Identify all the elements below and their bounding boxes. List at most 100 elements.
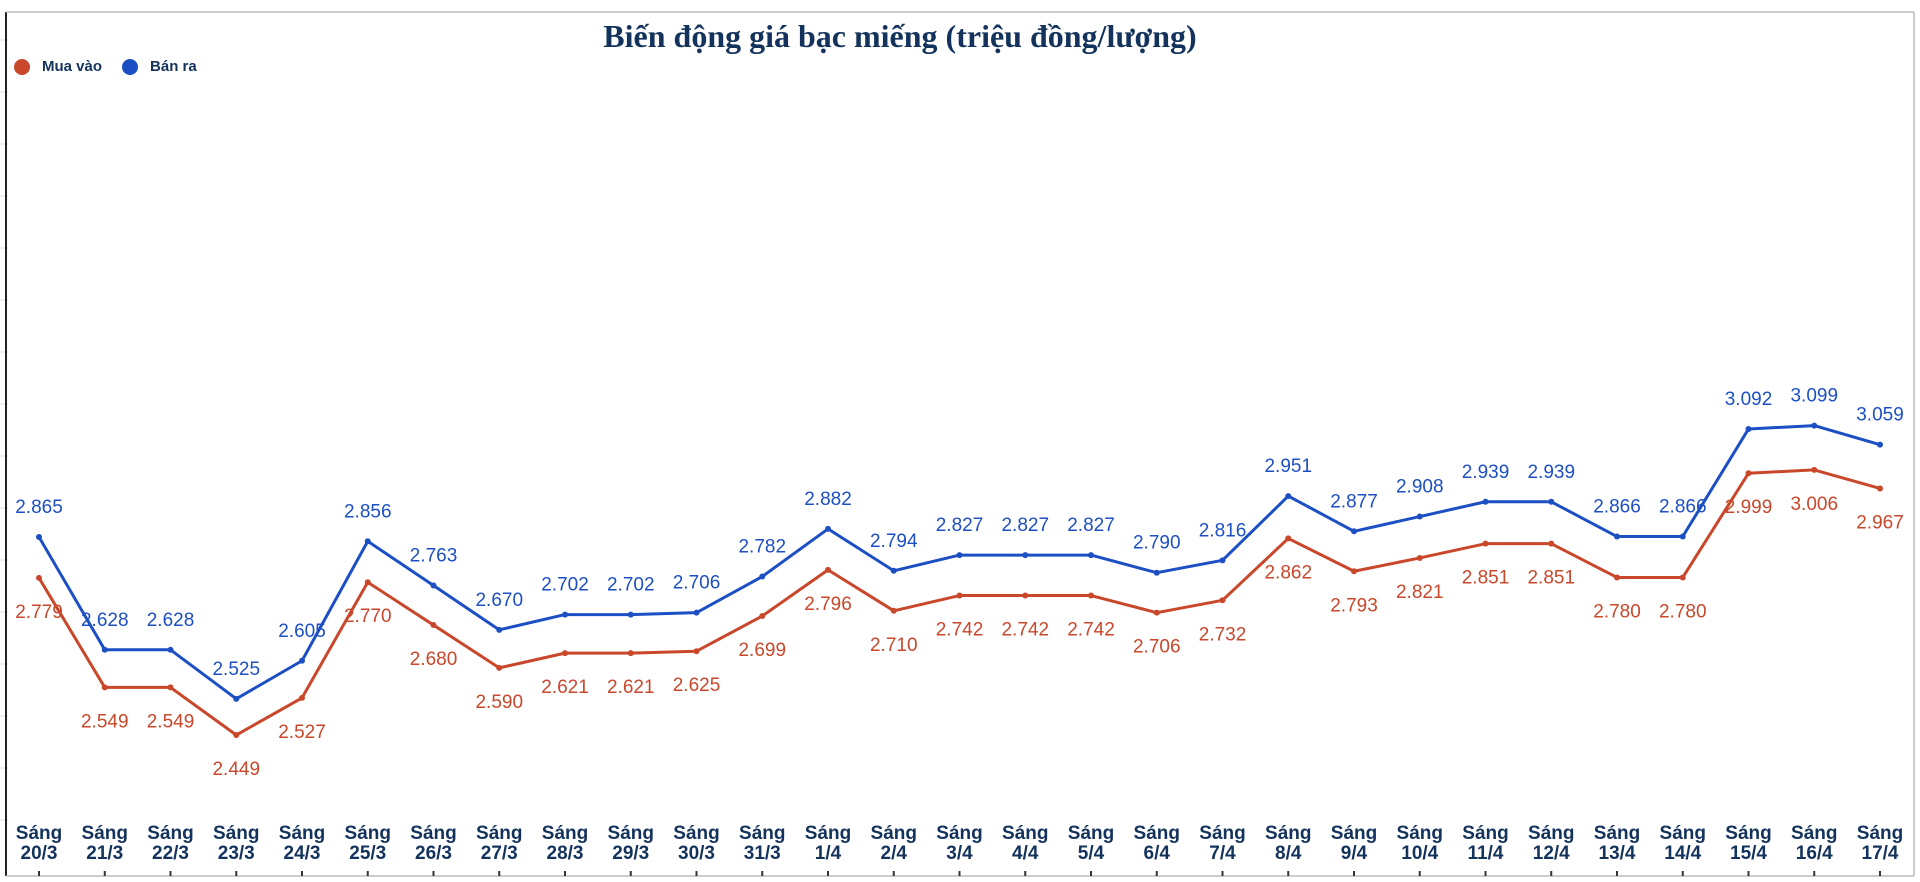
x-tick-label: Sáng	[1857, 823, 1903, 844]
x-tick-label: Sáng	[1528, 823, 1574, 844]
data-point	[36, 574, 42, 581]
data-label: 2.742	[936, 620, 984, 641]
x-tick-label: Sáng	[1397, 823, 1443, 844]
x-tick-label: 17/4	[1862, 843, 1899, 864]
data-point	[1877, 485, 1883, 492]
data-point	[627, 650, 634, 657]
data-point	[1351, 528, 1357, 535]
x-tick-label: 6/4	[1144, 843, 1171, 864]
x-tick-label: 24/3	[284, 843, 321, 864]
data-point	[1811, 422, 1818, 429]
x-tick-label: Sáng	[410, 823, 456, 844]
x-tick-label: 28/3	[547, 843, 584, 864]
data-label: 2.856	[344, 501, 392, 522]
data-point	[759, 573, 766, 580]
x-tick-label: Sáng	[1331, 823, 1377, 844]
data-label: 2.790	[1133, 533, 1181, 554]
data-label: 2.706	[673, 573, 721, 594]
data-label: 2.763	[410, 546, 458, 567]
data-label: 2.939	[1527, 462, 1575, 483]
series-line-1	[37, 424, 1881, 701]
legend-item-ban-ra: Bán ra	[122, 58, 197, 75]
data-point	[1088, 552, 1094, 559]
x-tick-label: Sáng	[871, 823, 917, 844]
data-point	[1548, 498, 1555, 505]
data-point	[1745, 425, 1752, 432]
data-point	[1022, 592, 1029, 599]
x-tick-label: Sáng	[1265, 823, 1311, 844]
data-label: 2.866	[1659, 497, 1707, 518]
legend-marker-ban-ra	[122, 58, 139, 75]
data-point	[299, 694, 305, 701]
data-point	[825, 566, 831, 573]
data-point	[759, 613, 766, 620]
data-label: 2.449	[212, 759, 260, 780]
data-point	[167, 646, 174, 653]
data-label: 2.908	[1396, 477, 1444, 498]
x-tick-label: 29/3	[612, 843, 649, 864]
data-point	[693, 648, 700, 655]
x-tick-label: Sáng	[279, 823, 325, 844]
data-label: 2.951	[1264, 456, 1312, 477]
data-label: 2.702	[541, 575, 589, 596]
data-label: 2.710	[870, 635, 918, 656]
data-label: 2.780	[1593, 601, 1641, 622]
x-tick-label: Sáng	[1725, 823, 1771, 844]
data-point	[496, 664, 503, 671]
data-label: 2.732	[1199, 624, 1247, 645]
data-point	[1482, 540, 1489, 547]
data-point	[1482, 498, 1489, 505]
x-tick-label: 25/3	[349, 843, 386, 864]
data-label: 2.816	[1199, 520, 1247, 541]
data-label: 2.866	[1593, 497, 1641, 518]
data-point	[1219, 557, 1226, 564]
data-label: 2.621	[607, 677, 655, 698]
data-point	[825, 525, 831, 532]
data-label: 2.605	[278, 621, 326, 642]
data-point	[496, 626, 503, 633]
data-label: 3.006	[1790, 494, 1838, 515]
x-tick-label: Sáng	[1068, 823, 1114, 844]
legend: Mua vào Bán ra	[14, 58, 217, 75]
data-label: 2.827	[1001, 515, 1049, 536]
data-point	[1548, 540, 1555, 547]
x-tick-label: Sáng	[739, 823, 785, 844]
data-point	[956, 552, 963, 559]
x-tick-label: 5/4	[1078, 843, 1105, 864]
data-label: 2.625	[673, 675, 721, 696]
data-label: 3.092	[1725, 389, 1773, 410]
x-tick-label: Sáng	[476, 823, 522, 844]
x-tick-label: Sáng	[1660, 823, 1706, 844]
data-point	[1811, 466, 1818, 473]
data-label: 2.877	[1330, 491, 1378, 512]
data-point	[36, 534, 42, 540]
data-point	[1679, 533, 1686, 540]
legend-marker-mua-vao	[14, 58, 30, 75]
data-point	[1088, 592, 1094, 599]
data-label: 2.628	[147, 610, 195, 631]
data-label: 2.821	[1396, 582, 1444, 603]
x-tick-label: 8/4	[1275, 843, 1302, 864]
x-tick-label: 15/4	[1730, 843, 1767, 864]
x-tick-label: Sáng	[542, 823, 588, 844]
data-point	[890, 607, 897, 614]
data-point	[1153, 609, 1160, 616]
x-tick-label: 27/3	[481, 843, 518, 864]
x-tick-label: 12/4	[1533, 843, 1570, 864]
data-label: 2.621	[541, 677, 589, 698]
data-label: 2.549	[81, 711, 129, 732]
data-label: 2.796	[804, 594, 852, 615]
data-label: 2.780	[1659, 601, 1707, 622]
data-point	[1219, 597, 1226, 604]
data-label: 2.967	[1856, 512, 1904, 533]
x-tick-label: 11/4	[1468, 843, 1504, 864]
data-label: 2.793	[1330, 595, 1378, 616]
data-label: 2.742	[1001, 620, 1049, 641]
x-tick-label: 9/4	[1341, 843, 1368, 864]
data-point	[101, 646, 108, 653]
data-label: 2.827	[936, 515, 984, 536]
data-point	[1285, 493, 1292, 500]
data-label: 2.742	[1067, 620, 1115, 641]
